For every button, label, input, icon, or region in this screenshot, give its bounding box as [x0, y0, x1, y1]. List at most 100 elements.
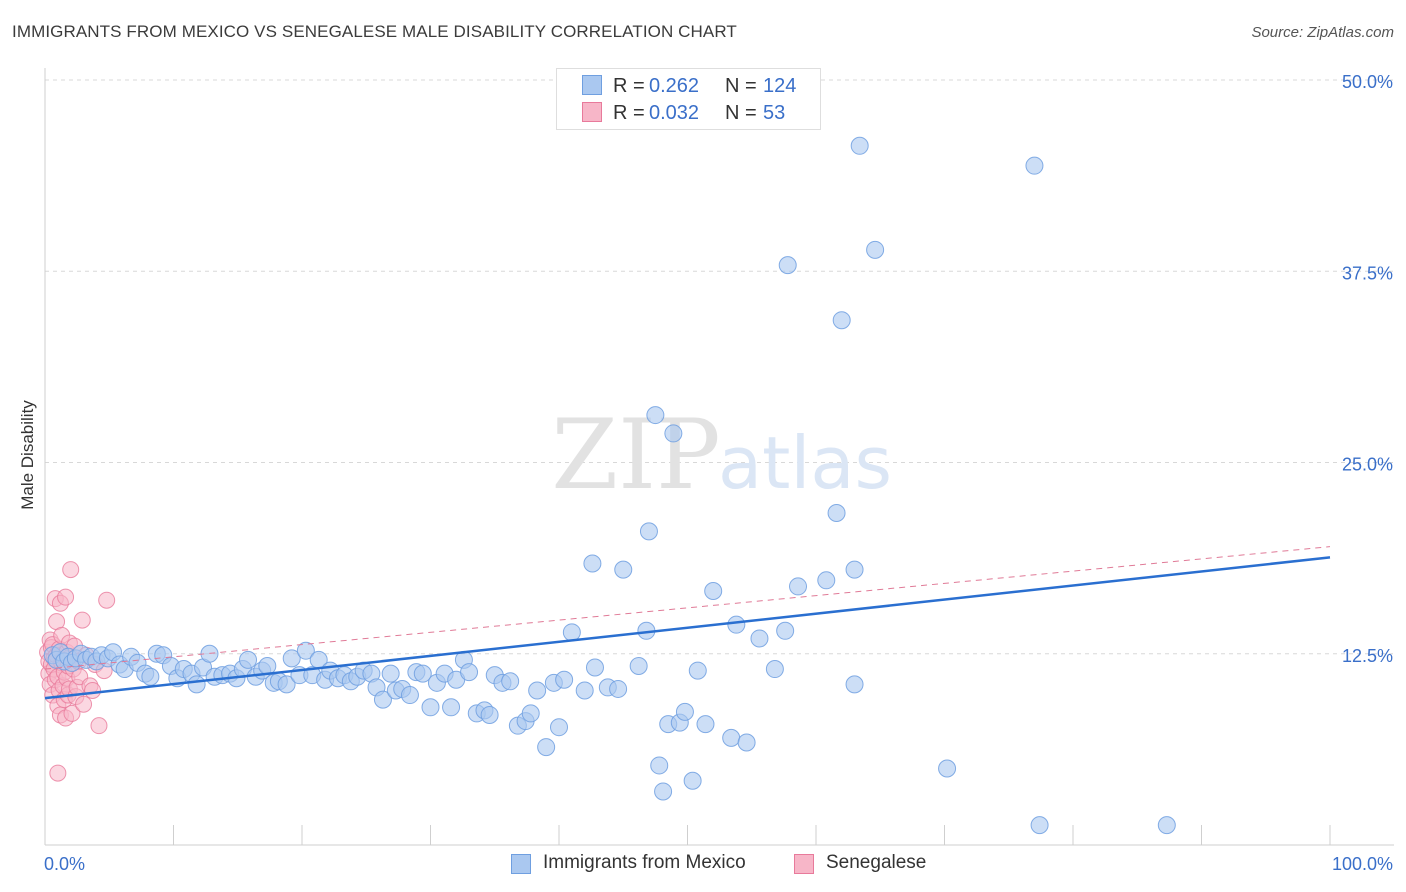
- x-tick-label-max: 100.0%: [1332, 854, 1393, 874]
- data-point-mexico: [727, 615, 746, 634]
- data-point-senegalese: [98, 591, 116, 609]
- data-point-senegalese: [75, 695, 93, 713]
- data-point-mexico: [646, 406, 665, 425]
- data-point-mexico: [688, 661, 707, 680]
- data-point-mexico: [413, 664, 432, 683]
- data-point-mexico: [282, 649, 301, 668]
- data-point-mexico: [866, 240, 885, 259]
- data-point-mexico: [609, 679, 628, 698]
- data-point-mexico: [537, 738, 556, 757]
- data-point-mexico: [696, 715, 715, 734]
- data-point-mexico: [850, 136, 869, 155]
- data-point-mexico: [296, 641, 315, 660]
- data-point-mexico: [664, 424, 683, 443]
- data-point-mexico: [442, 698, 461, 717]
- bottom-legend-swatch-senegalese: [794, 854, 814, 874]
- watermark-zip: ZIP: [551, 399, 720, 511]
- data-point-senegalese: [84, 681, 102, 699]
- series-senegalese-points: [39, 561, 116, 782]
- gridlines: [45, 79, 1394, 655]
- data-point-mexico: [654, 782, 673, 801]
- legend-r-value: 0.262: [649, 75, 700, 97]
- data-point-mexico: [555, 670, 574, 689]
- data-point-mexico: [373, 690, 392, 709]
- x-tick-label-min: 0.0%: [44, 854, 85, 874]
- data-point-mexico: [650, 756, 669, 775]
- trend-line-senegalese: [44, 546, 1331, 670]
- data-point-senegalese: [57, 588, 75, 606]
- y-tick-label: 25.0%: [1342, 455, 1393, 475]
- data-point-mexico: [583, 554, 602, 573]
- data-point-mexico: [187, 675, 206, 694]
- data-point-mexico: [277, 675, 296, 694]
- legend-swatch-senegalese: [582, 102, 602, 122]
- source-credit: Source: ZipAtlas.com: [1251, 24, 1394, 41]
- data-point-mexico: [1030, 816, 1049, 835]
- data-point-mexico: [776, 621, 795, 640]
- data-point-senegalese: [62, 561, 80, 579]
- y-tick-label: 50.0%: [1342, 72, 1393, 92]
- legend-r-value: 0.032: [649, 102, 700, 124]
- data-point-mexico: [704, 582, 723, 601]
- data-point-mexico: [575, 681, 594, 700]
- data-point-mexico: [750, 629, 769, 648]
- chart-title: IMMIGRANTS FROM MEXICO VS SENEGALESE MAL…: [12, 22, 737, 41]
- data-point-mexico: [817, 571, 836, 590]
- watermark-atlas: atlas: [718, 421, 892, 505]
- bottom-legend-label-senegalese: Senegalese: [826, 852, 927, 873]
- legend-n-value: 53: [763, 102, 786, 124]
- correlation-legend: R = 0.262 N = 124 R = 0.032 N = 53: [556, 68, 821, 130]
- data-point-mexico: [239, 650, 258, 669]
- data-point-mexico: [400, 686, 419, 705]
- data-point-mexico: [480, 705, 499, 724]
- y-tick-label: 12.5%: [1342, 646, 1393, 666]
- data-point-mexico: [789, 577, 808, 596]
- data-point-mexico: [938, 759, 957, 778]
- legend-r-label: R =: [613, 75, 645, 97]
- watermark: ZIP atlas: [551, 399, 892, 511]
- data-point-senegalese: [49, 764, 67, 782]
- data-point-mexico: [845, 560, 864, 579]
- series-mexico-points: [43, 136, 1176, 835]
- trend-line-mexico: [44, 556, 1331, 700]
- data-point-mexico: [501, 672, 520, 691]
- data-point-mexico: [845, 675, 864, 694]
- data-point-mexico: [737, 733, 756, 752]
- data-point-mexico: [832, 311, 851, 330]
- trend-lines: [44, 546, 1331, 700]
- data-point-mexico: [141, 667, 160, 686]
- data-point-senegalese: [90, 717, 108, 735]
- legend-swatch-mexico: [582, 75, 602, 95]
- data-point-mexico: [1157, 816, 1176, 835]
- tick-labels: 12.5% 25.0% 37.5% 50.0% 0.0% 100.0%: [44, 72, 1393, 874]
- bottom-legend-swatch-mexico: [511, 854, 531, 874]
- data-point-mexico: [585, 658, 604, 677]
- legend-n-label: N =: [725, 102, 757, 124]
- data-point-mexico: [521, 704, 540, 723]
- data-point-mexico: [765, 660, 784, 679]
- data-point-senegalese: [63, 704, 81, 722]
- data-point-mexico: [460, 663, 479, 682]
- legend-n-value: 124: [763, 75, 797, 97]
- data-point-mexico: [639, 522, 658, 541]
- data-point-mexico: [381, 664, 400, 683]
- data-point-mexico: [675, 702, 694, 721]
- y-tick-label: 37.5%: [1342, 263, 1393, 283]
- data-point-mexico: [562, 623, 581, 642]
- data-point-mexico: [550, 718, 568, 737]
- data-point-mexico: [421, 698, 440, 717]
- legend-r-label: R =: [613, 102, 645, 124]
- axes: [44, 68, 1394, 846]
- bottom-legend-label-mexico: Immigrants from Mexico: [543, 852, 746, 873]
- data-point-mexico: [683, 771, 702, 790]
- data-point-mexico: [827, 503, 846, 522]
- data-point-mexico: [528, 681, 547, 700]
- data-point-mexico: [722, 728, 741, 747]
- data-point-mexico: [614, 560, 633, 579]
- data-point-mexico: [778, 256, 797, 275]
- legend-n-label: N =: [725, 75, 757, 97]
- data-point-mexico: [1025, 156, 1044, 175]
- data-point-mexico: [629, 656, 648, 675]
- data-point-senegalese: [73, 611, 91, 629]
